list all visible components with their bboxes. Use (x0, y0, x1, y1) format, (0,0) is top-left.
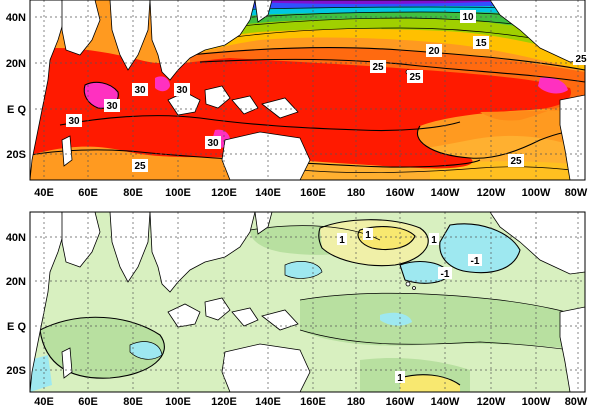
lon-label: 140E (255, 187, 281, 199)
land-south-america (559, 94, 585, 180)
contour-label-25: 25 (409, 72, 421, 83)
contour-label-20: 20 (428, 46, 440, 57)
contour-label-30: 30 (134, 85, 146, 96)
anomaly-label: -1 (471, 256, 480, 267)
lat-label-eq: E Q (7, 104, 26, 116)
bottom-grid (29, 211, 586, 393)
lon-label: 120W (477, 187, 506, 199)
land-arabia (61, 212, 101, 268)
top-contour-labels: 10 15 20 25 25 25 30 30 30 30 30 25 25 2… (66, 10, 589, 172)
contour-label-25: 25 (134, 161, 146, 172)
contour-label-25: 25 (510, 156, 522, 167)
lon-label: 40E (34, 396, 54, 406)
lon-label: 80W (565, 187, 588, 199)
lon-label: 40E (34, 187, 54, 199)
top-grid (29, 0, 586, 181)
lon-label: 140E (255, 396, 281, 406)
contour-label-25: 25 (372, 62, 384, 73)
land-arabia (61, 0, 101, 56)
land-north-america (489, 212, 585, 275)
lat-label-eq: E Q (7, 321, 26, 333)
lat-label-40n: 40N (6, 12, 26, 24)
lat-label-20n: 20N (6, 276, 26, 288)
lon-label: 60E (78, 396, 98, 406)
anomaly-label: 1 (365, 230, 371, 241)
lon-label: 160W (386, 187, 415, 199)
top-lon-labels: 40E 60E 80E 100E 120E 140E 160E 180 160W… (34, 187, 588, 199)
top-land (30, 0, 585, 180)
lon-label: 120W (477, 396, 506, 406)
lon-label: 100W (522, 396, 551, 406)
lon-label: 180 (347, 396, 365, 406)
lat-label-20s: 20S (6, 149, 26, 161)
land-australia (221, 343, 311, 392)
land-india (109, 212, 151, 283)
contour-label-25: 25 (575, 54, 587, 65)
lat-label-20s: 20S (6, 365, 26, 377)
contour-label-30: 30 (106, 101, 118, 112)
lon-label: 80E (123, 187, 143, 199)
anomaly-label: -1 (441, 269, 450, 280)
land-north-america (489, 0, 585, 63)
land-australia (221, 131, 311, 180)
contour-label-15: 15 (475, 38, 487, 49)
lon-label: 180 (347, 187, 365, 199)
lon-label: 100W (522, 187, 551, 199)
anomaly-label: 1 (397, 373, 403, 384)
contour-label-30: 30 (207, 138, 219, 149)
bottom-lon-labels: 40E 60E 80E 100E 120E 140E 160E 180 160W… (34, 396, 588, 406)
lat-label-20n: 20N (6, 58, 26, 70)
land-asia (149, 212, 256, 293)
anomaly-label: 1 (431, 235, 437, 246)
lon-label: 160W (386, 396, 415, 406)
lon-label: 120E (211, 187, 237, 199)
lon-label: 100E (165, 187, 191, 199)
lon-label: 140W (431, 396, 460, 406)
lon-label: 80W (565, 396, 588, 406)
contour-label-30: 30 (176, 85, 188, 96)
lon-label: 60E (78, 187, 98, 199)
contour-label-30: 30 (68, 116, 80, 127)
lon-label: 100E (165, 396, 191, 406)
anomaly-label: 1 (339, 235, 345, 246)
lon-label: 160E (300, 396, 326, 406)
contour-label-10: 10 (462, 12, 474, 23)
top-lat-labels: 40N 20N E Q 20S (6, 12, 27, 161)
lat-label-40n: 40N (6, 232, 26, 244)
land-india (109, 0, 151, 71)
lon-label: 160E (300, 187, 326, 199)
bottom-lat-labels: 40N 20N E Q 20S (6, 232, 27, 377)
top-sst-map (30, 0, 585, 180)
sst-northern-band-purple (250, 0, 520, 4)
land-asia (149, 0, 256, 81)
bottom-contour-labels: 1 1 1 -1 -1 1 (337, 228, 482, 384)
land-south-america (559, 306, 585, 392)
anomaly-cyan-patch (439, 223, 520, 273)
lon-label: 140W (431, 187, 460, 199)
land-indonesia (167, 303, 201, 328)
lon-label: 120E (211, 396, 237, 406)
bottom-land (30, 212, 585, 392)
lon-label: 80E (123, 396, 143, 406)
